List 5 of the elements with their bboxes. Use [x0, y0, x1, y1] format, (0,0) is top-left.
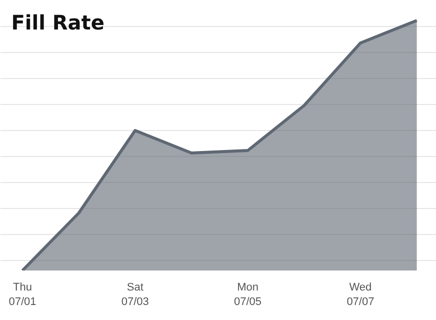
x-tick-label: Wed 07/07 [346, 282, 374, 308]
x-tick-label: Mon 07/05 [234, 282, 262, 308]
chart-title: Fill Rate [11, 10, 104, 34]
x-tick-label: Thu 07/01 [8, 282, 36, 308]
x-tick-label: Sat 07/03 [121, 282, 149, 308]
